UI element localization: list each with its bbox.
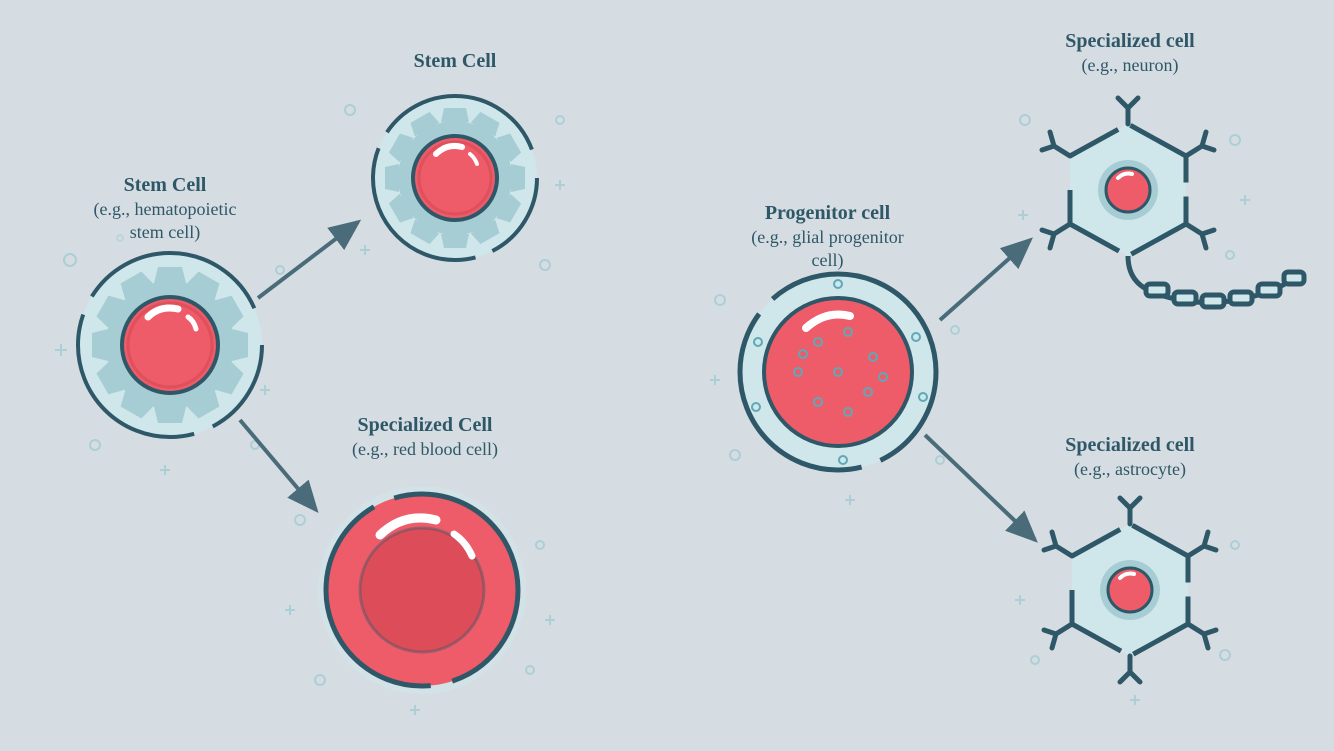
neuron-cell (1042, 98, 1304, 307)
stem-cell-top (373, 96, 537, 260)
label-title: Stem Cell (60, 172, 270, 198)
label-sub: (e.g., glial progenitorcell) (720, 226, 935, 273)
label-neuron: Specialized cell (e.g., neuron) (1030, 28, 1230, 77)
label-sub: (e.g., astrocyte) (1030, 458, 1230, 481)
label-title: Specialized Cell (310, 412, 540, 438)
label-title: Progenitor cell (720, 200, 935, 226)
label-stem-left: Stem Cell (e.g., hematopoieticstem cell) (60, 172, 270, 245)
astrocyte-cell (1044, 498, 1216, 682)
stem-cell-left (78, 253, 262, 437)
label-stem-top: Stem Cell (395, 48, 515, 74)
progenitor-cell (740, 274, 936, 470)
label-sub: (e.g., red blood cell) (310, 438, 540, 461)
diagram-canvas (0, 0, 1334, 751)
label-sub: (e.g., hematopoieticstem cell) (60, 198, 270, 245)
label-specialized-red: Specialized Cell (e.g., red blood cell) (310, 412, 540, 461)
label-progenitor: Progenitor cell (e.g., glial progenitorc… (720, 200, 935, 273)
red-blood-cell (318, 486, 526, 694)
label-astrocyte: Specialized cell (e.g., astrocyte) (1030, 432, 1230, 481)
label-title: Specialized cell (1030, 432, 1230, 458)
label-title: Stem Cell (395, 48, 515, 74)
label-title: Specialized cell (1030, 28, 1230, 54)
label-sub: (e.g., neuron) (1030, 54, 1230, 77)
